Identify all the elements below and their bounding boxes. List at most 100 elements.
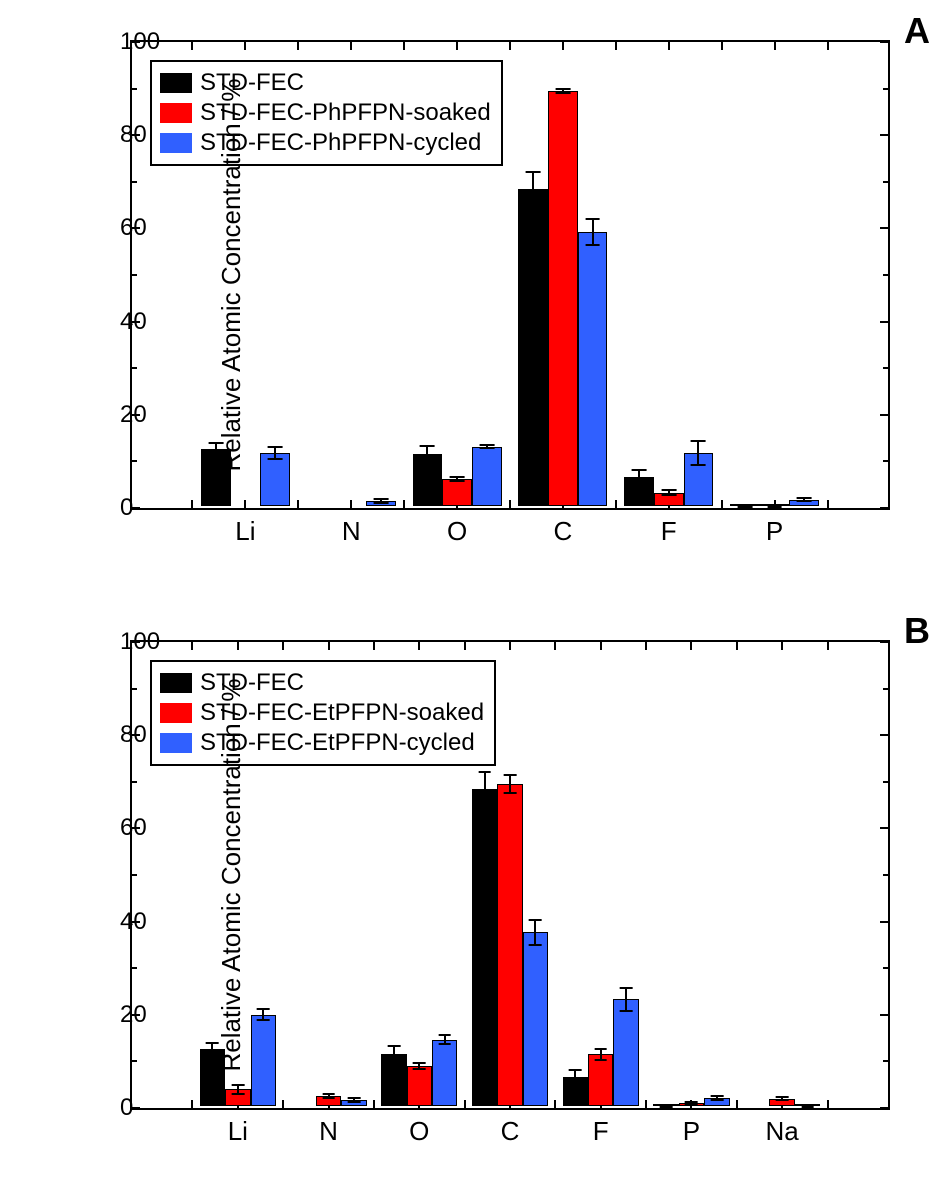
error-cap: [420, 462, 435, 464]
x-tick: [373, 642, 375, 650]
error-cap: [322, 1093, 335, 1095]
x-tick-label: Na: [766, 1116, 799, 1147]
bar: [497, 784, 522, 1106]
x-tick: [600, 642, 602, 650]
x-tick: [827, 1100, 829, 1108]
y-tick: [880, 134, 888, 136]
legend-item: STD-FEC-EtPFPN-cycled: [160, 728, 484, 758]
x-tick: [244, 42, 246, 50]
bar: [442, 479, 472, 506]
x-tick: [403, 500, 405, 508]
x-tick: [827, 500, 829, 508]
error-bar: [574, 1070, 576, 1084]
x-tick-label: F: [661, 516, 677, 547]
x-tick: [282, 1100, 284, 1108]
x-tick: [297, 42, 299, 50]
y-tick: [880, 827, 888, 829]
panel-label-a: A: [904, 10, 930, 52]
error-cap: [776, 1099, 789, 1101]
y-tick-minor: [132, 88, 137, 90]
error-cap: [776, 1096, 789, 1098]
legend-swatch: [160, 673, 192, 693]
error-cap: [529, 944, 542, 946]
error-cap: [388, 1045, 401, 1047]
x-tick: [191, 642, 193, 650]
legend: STD-FECSTD-FEC-EtPFPN-soakedSTD-FEC-EtPF…: [150, 660, 496, 766]
y-tick-minor: [883, 874, 888, 876]
y-tick-minor: [132, 688, 137, 690]
x-tick: [282, 642, 284, 650]
error-cap: [479, 444, 494, 446]
error-bar: [484, 772, 486, 805]
x-tick: [297, 500, 299, 508]
y-tick: [880, 227, 888, 229]
x-tick: [509, 642, 511, 650]
legend-item: STD-FEC: [160, 68, 491, 98]
error-cap: [585, 218, 600, 220]
y-tick-minor: [132, 967, 137, 969]
error-cap: [348, 1101, 361, 1103]
x-tick: [736, 642, 738, 650]
error-cap: [660, 1107, 673, 1109]
y-tick-minor: [883, 181, 888, 183]
x-tick: [827, 642, 829, 650]
x-tick-label: O: [447, 516, 467, 547]
x-tick: [328, 642, 330, 650]
error-cap: [257, 1008, 270, 1010]
error-cap: [526, 204, 541, 206]
error-cap: [632, 483, 647, 485]
x-tick: [464, 1100, 466, 1108]
error-cap: [710, 1099, 723, 1101]
error-cap: [685, 1101, 698, 1103]
error-cap: [413, 1062, 426, 1064]
y-tick-minor: [883, 688, 888, 690]
legend-swatch: [160, 703, 192, 723]
y-tick-minor: [132, 781, 137, 783]
error-cap: [479, 447, 494, 449]
y-axis-label-b: Relative Atomic Concentration / %: [216, 678, 247, 1071]
error-cap: [478, 804, 491, 806]
x-tick-label: N: [319, 1116, 338, 1147]
error-bar: [426, 446, 428, 463]
error-cap: [526, 171, 541, 173]
y-tick-minor: [883, 460, 888, 462]
legend-item: STD-FEC-PhPFPN-soaked: [160, 98, 491, 128]
x-tick: [781, 642, 783, 650]
x-tick: [562, 42, 564, 50]
error-bar: [393, 1046, 395, 1063]
x-tick-label: Li: [228, 1116, 248, 1147]
legend-swatch: [160, 133, 192, 153]
bar: [523, 932, 548, 1106]
x-tick: [615, 500, 617, 508]
y-tick: [132, 507, 140, 509]
x-tick: [615, 42, 617, 50]
x-tick: [827, 42, 829, 50]
bar: [548, 91, 578, 506]
y-tick-minor: [883, 274, 888, 276]
error-cap: [767, 506, 782, 508]
bar: [472, 789, 497, 1106]
error-bar: [534, 920, 536, 945]
bar: [251, 1015, 276, 1106]
error-cap: [373, 498, 388, 500]
y-tick: [880, 1014, 888, 1016]
y-tick-minor: [132, 367, 137, 369]
y-tick: [880, 734, 888, 736]
y-tick: [880, 1107, 888, 1109]
bar: [407, 1066, 432, 1106]
error-cap: [450, 476, 465, 478]
y-tick-minor: [883, 781, 888, 783]
bar: [613, 999, 638, 1106]
x-tick-label: Li: [235, 516, 255, 547]
x-tick: [191, 500, 193, 508]
error-cap: [438, 1034, 451, 1036]
y-tick-minor: [883, 88, 888, 90]
y-tick-minor: [883, 967, 888, 969]
legend-swatch: [160, 733, 192, 753]
x-tick-label: F: [593, 1116, 609, 1147]
x-tick: [350, 500, 352, 508]
error-bar: [509, 775, 511, 794]
x-tick: [350, 42, 352, 50]
error-cap: [348, 1097, 361, 1099]
x-tick: [736, 1100, 738, 1108]
